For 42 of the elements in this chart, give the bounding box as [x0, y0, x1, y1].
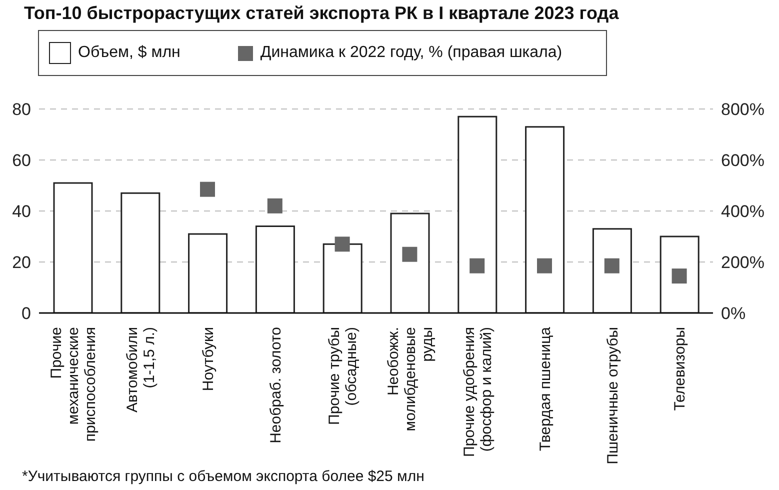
y-tick-label: 0 — [22, 304, 31, 324]
x-tick-label: Ноутбуки — [200, 327, 217, 392]
y-tick-label: 60 — [12, 151, 31, 170]
x-tick-label: Прочие удобрения (фосфор и калий) — [461, 327, 495, 457]
x-tick-label: Прочие трубы (обсадные) — [326, 327, 360, 425]
point — [267, 198, 282, 214]
x-tick-label: Твердая пшеница — [536, 326, 554, 452]
text: *Учитываются группы с объемом экспорта более $25 млн — [22, 468, 424, 485]
bar — [458, 116, 498, 313]
legend-label: Объем, $ млн — [78, 44, 180, 62]
y2-tick-label: 0% — [721, 304, 746, 324]
bar — [592, 228, 632, 313]
point — [200, 182, 215, 197]
point — [402, 246, 418, 262]
bar — [390, 212, 430, 313]
point — [604, 258, 620, 274]
bar — [525, 126, 565, 313]
bar — [322, 243, 362, 313]
chart-title: Топ-10 быстрорастущих статей экспорта РК в I квартале 2023 года — [24, 3, 619, 24]
bar — [120, 192, 160, 313]
y-tick-label: 80 — [12, 100, 31, 120]
point — [537, 258, 552, 274]
point — [334, 236, 350, 252]
point — [470, 258, 485, 274]
y2-tick-label: 400% — [721, 202, 764, 222]
x-tick-label: Телевизоры — [672, 327, 689, 411]
x-tick-label: Необожж. молибденовые руды — [385, 327, 436, 432]
y-tick-label: 40 — [12, 202, 31, 222]
x-tick-label: Необраб. золото — [267, 327, 284, 444]
y2-tick-label: 200% — [721, 253, 764, 272]
bar — [660, 236, 700, 313]
legend-label: Динамика к 2022 году, % (правая шкала) — [260, 44, 562, 62]
y-tick-label: 20 — [12, 253, 31, 272]
y2-tick-label: 800% — [721, 100, 764, 120]
bar — [188, 233, 228, 313]
x-tick-label: Автомобили (1-1,5 л.) — [124, 327, 158, 412]
bar — [53, 182, 93, 313]
x-tick-label: Прочие механические приспособления — [48, 327, 100, 442]
bar — [255, 226, 295, 313]
point — [672, 268, 687, 284]
y2-tick-label: 600% — [721, 151, 764, 170]
x-tick-label: Пшеничные отрубы — [604, 327, 622, 464]
